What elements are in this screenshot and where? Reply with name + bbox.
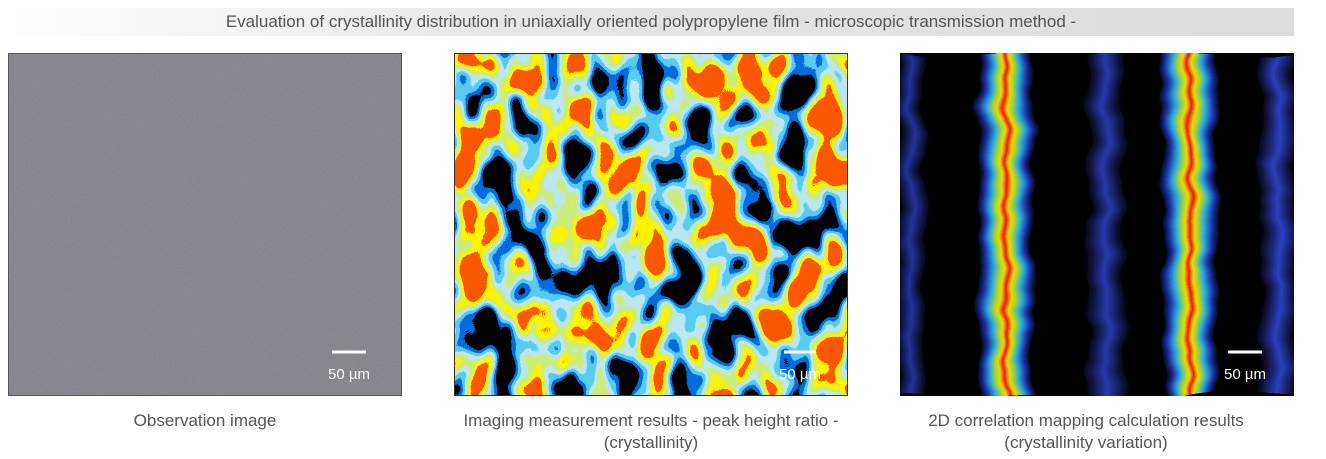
caption-line: Observation image bbox=[134, 411, 277, 430]
caption-line: (crystallinity variation) bbox=[1004, 433, 1167, 452]
caption: Observation image bbox=[0, 410, 445, 432]
heat-map bbox=[454, 53, 848, 396]
stripe bbox=[1086, 53, 1126, 396]
figure-title: Evaluation of crystallinity distribution… bbox=[8, 8, 1294, 36]
caption: Imaging measurement results - peak heigh… bbox=[411, 410, 891, 454]
stripe bbox=[1162, 53, 1218, 396]
page: Evaluation of crystallinity distribution… bbox=[0, 0, 1326, 459]
observation-image: 50 µm bbox=[8, 53, 402, 396]
scale-label: 50 µm bbox=[328, 366, 370, 383]
correlation-map: 50 µm bbox=[900, 53, 1294, 396]
crystallinity-map: 50 µm bbox=[454, 53, 848, 396]
stripe bbox=[978, 53, 1034, 396]
caption-line: Imaging measurement results - peak heigh… bbox=[463, 411, 838, 430]
stripe bbox=[1258, 53, 1294, 396]
caption: 2D correlation mapping calculation resul… bbox=[846, 410, 1326, 454]
scale-label: 50 µm bbox=[779, 366, 821, 383]
caption-line: (crystallinity) bbox=[604, 433, 698, 452]
photo-texture bbox=[8, 53, 402, 396]
scale-label: 50 µm bbox=[1224, 366, 1266, 383]
stripe bbox=[900, 53, 926, 396]
caption-line: 2D correlation mapping calculation resul… bbox=[928, 411, 1244, 430]
